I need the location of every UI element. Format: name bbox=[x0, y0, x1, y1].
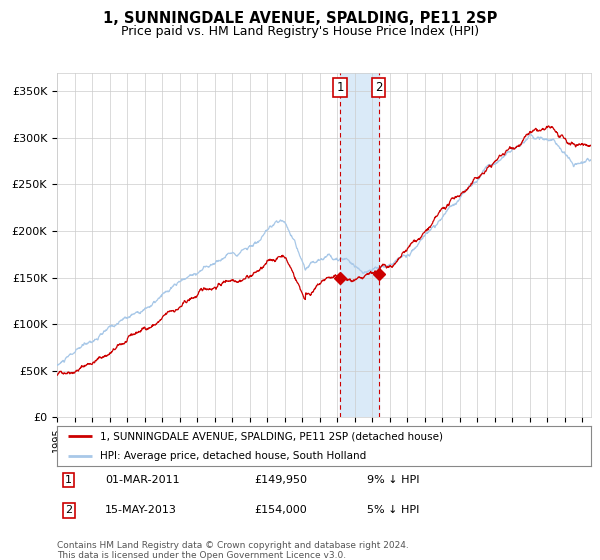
Text: 9% ↓ HPI: 9% ↓ HPI bbox=[367, 475, 419, 485]
Bar bbox=[340, 73, 379, 417]
Text: Price paid vs. HM Land Registry's House Price Index (HPI): Price paid vs. HM Land Registry's House … bbox=[121, 25, 479, 38]
Text: 2: 2 bbox=[65, 505, 72, 515]
Text: 2: 2 bbox=[375, 81, 382, 95]
Text: £149,950: £149,950 bbox=[254, 475, 308, 485]
Text: Contains HM Land Registry data © Crown copyright and database right 2024.
This d: Contains HM Land Registry data © Crown c… bbox=[57, 540, 409, 560]
Text: HPI: Average price, detached house, South Holland: HPI: Average price, detached house, Sout… bbox=[100, 451, 366, 461]
Text: 1: 1 bbox=[65, 475, 72, 485]
Text: 1, SUNNINGDALE AVENUE, SPALDING, PE11 2SP (detached house): 1, SUNNINGDALE AVENUE, SPALDING, PE11 2S… bbox=[100, 432, 443, 441]
Text: 1, SUNNINGDALE AVENUE, SPALDING, PE11 2SP: 1, SUNNINGDALE AVENUE, SPALDING, PE11 2S… bbox=[103, 11, 497, 26]
Text: 1: 1 bbox=[337, 81, 344, 95]
Text: 15-MAY-2013: 15-MAY-2013 bbox=[105, 505, 177, 515]
Text: £154,000: £154,000 bbox=[254, 505, 307, 515]
Text: 5% ↓ HPI: 5% ↓ HPI bbox=[367, 505, 419, 515]
Text: 01-MAR-2011: 01-MAR-2011 bbox=[105, 475, 179, 485]
